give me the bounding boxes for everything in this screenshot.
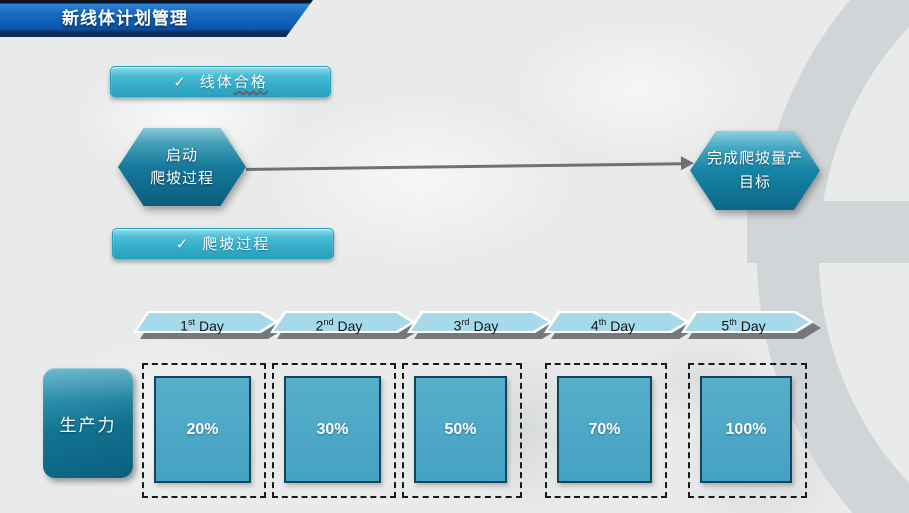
- chevron-body: [544, 311, 690, 333]
- start-hexagon-line2: 爬坡过程: [149, 170, 214, 187]
- day-label: 5th Day: [721, 317, 766, 334]
- goal-hexagon-line2: 目标: [738, 173, 771, 191]
- timeline-chevron-day3: 3rd Day: [407, 311, 553, 333]
- page-title: 新线体计划管理: [62, 9, 188, 28]
- chevron-body: [270, 311, 416, 333]
- chevron-fill: [685, 313, 809, 331]
- start-hexagon: 启动 爬坡过程: [118, 128, 246, 206]
- goal-hexagon: 完成爬坡量产 目标: [690, 131, 820, 210]
- timeline-chevron-day4: 4th Day: [544, 311, 690, 333]
- chevron-fill: [274, 313, 411, 331]
- day-label: 1st Day: [180, 317, 224, 334]
- badge-line-qualified-label-flagged: 合格: [233, 74, 268, 91]
- badge-ramp-process: ✓ 爬坡过程: [112, 228, 334, 259]
- day-label: 2nd Day: [315, 317, 363, 334]
- arrow-line: [246, 162, 684, 171]
- capacity-box-day5: 100%: [688, 363, 807, 498]
- badge-ramp-process-label: 爬坡过程: [202, 236, 271, 253]
- badge-line-qualified: ✓ 线体 合格: [110, 66, 331, 97]
- timeline-chevron-day2: 2nd Day: [270, 311, 416, 333]
- capacity-value: 50%: [414, 376, 507, 483]
- day-label: 4th Day: [590, 317, 636, 334]
- capacity-value: 20%: [154, 376, 251, 483]
- chevron-body: [681, 311, 814, 333]
- chevron-body: [407, 311, 553, 333]
- productivity-label-box: 生产力: [43, 368, 133, 478]
- capacity-box-day1: 20%: [142, 363, 266, 498]
- start-hexagon-line1: 启动: [165, 146, 198, 164]
- chevron-fill: [137, 313, 274, 331]
- chevron-fill: [548, 313, 685, 331]
- capacity-box-day3: 50%: [402, 363, 522, 498]
- check-icon: ✓: [175, 235, 189, 253]
- productivity-label: 生产力: [59, 415, 117, 435]
- chevron-body: [133, 311, 279, 333]
- chevron-fill: [411, 313, 548, 331]
- goal-hexagon-line1: 完成爬坡量产: [706, 150, 803, 168]
- timeline-chevron-day5: 5th Day: [681, 311, 814, 333]
- capacity-box-day2: 30%: [272, 363, 396, 498]
- g-logo-watermark-bar-icon: [747, 201, 909, 263]
- timeline-chevron-day1: 1st Day: [133, 311, 279, 333]
- day-label: 3rd Day: [453, 317, 499, 334]
- capacity-value: 70%: [557, 376, 652, 483]
- title-banner: 新线体计划管理: [0, 0, 313, 37]
- badge-line-qualified-label: 线体: [199, 74, 234, 91]
- check-icon: ✓: [173, 73, 186, 91]
- capacity-value: 30%: [284, 376, 381, 483]
- capacity-value: 100%: [700, 376, 792, 483]
- capacity-box-day4: 70%: [545, 363, 667, 498]
